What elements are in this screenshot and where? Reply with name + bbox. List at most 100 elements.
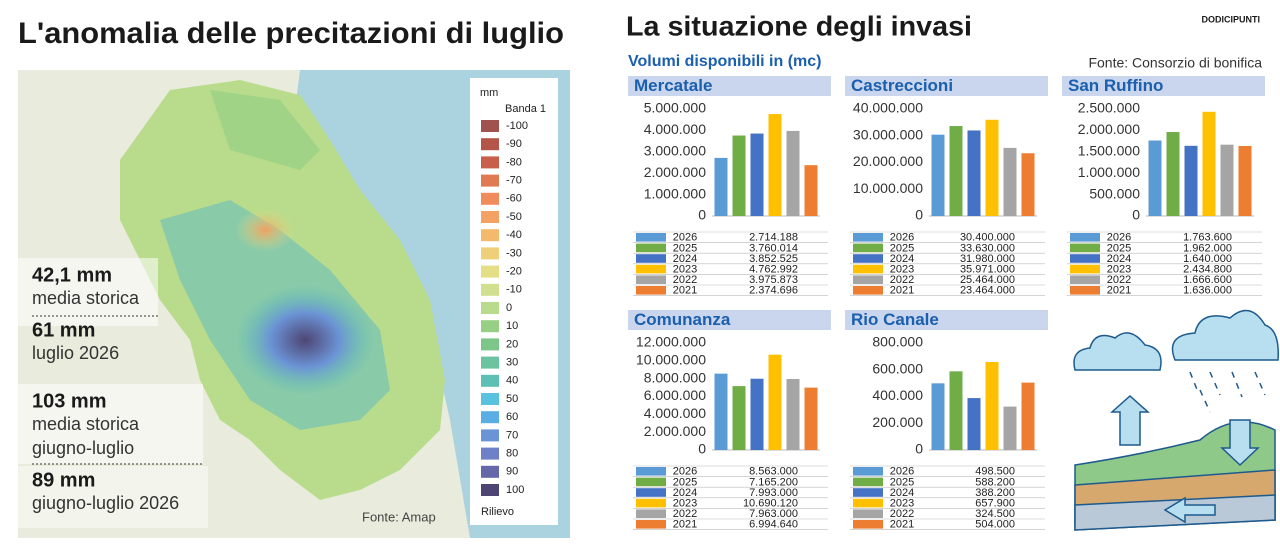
- table-value: 498.500: [975, 466, 1015, 478]
- bar: [949, 126, 963, 216]
- table-year: 2024: [1107, 253, 1131, 265]
- y-tick-label: 0: [698, 441, 706, 457]
- bar: [786, 130, 800, 216]
- y-tick-label: 4.000.000: [644, 121, 706, 137]
- legend-label: -70: [506, 175, 522, 187]
- legend-swatch: [481, 120, 499, 132]
- chart-header: [845, 310, 1048, 330]
- table-value: 2.434.800: [1183, 264, 1232, 276]
- map: [18, 70, 570, 538]
- chart-title: Castreccioni: [851, 76, 953, 95]
- legend-label: -40: [506, 229, 522, 241]
- legend-label: -10: [506, 284, 522, 296]
- legend-swatch: [481, 338, 499, 351]
- table-swatch: [853, 254, 883, 263]
- bar: [967, 398, 981, 450]
- table-year: 2023: [1107, 264, 1131, 276]
- legend-label: 40: [506, 375, 518, 387]
- y-tick-label: 12.000.000: [636, 334, 706, 350]
- table-value: 7.993.000: [749, 487, 798, 499]
- bar: [732, 386, 746, 450]
- table-value: 30.400.000: [960, 232, 1015, 244]
- legend-swatch: [481, 465, 499, 478]
- y-tick-label: 10.000.000: [853, 180, 923, 196]
- bar: [931, 134, 945, 216]
- table-year: 2022: [673, 274, 697, 286]
- table-year: 2023: [673, 264, 697, 276]
- legend-label: 70: [506, 429, 518, 441]
- table-year: 2021: [890, 285, 914, 297]
- legend-swatch: [481, 265, 499, 278]
- table-swatch: [636, 233, 666, 242]
- table-year: 2026: [1107, 232, 1131, 244]
- table-value: 7.165.200: [749, 476, 798, 488]
- stat-label: giugno-luglio: [32, 438, 134, 458]
- table-value: 388.200: [975, 487, 1015, 499]
- brand: DODICIPUNTI: [1202, 14, 1261, 24]
- subtitle: Volumi disponibili in (mc): [628, 53, 821, 70]
- y-tick-label: 1.000.000: [644, 185, 706, 201]
- table-swatch: [853, 509, 883, 518]
- table-value: 1.763.600: [1183, 232, 1232, 244]
- y-tick-label: 200.000: [872, 414, 923, 430]
- bar: [1184, 145, 1198, 216]
- legend-swatch: [481, 393, 499, 405]
- table-year: 2021: [673, 285, 697, 297]
- table-year: 2024: [673, 487, 697, 499]
- table-value: 657.900: [975, 498, 1015, 510]
- legend-band: Banda 1: [505, 103, 546, 115]
- table-swatch: [636, 520, 666, 529]
- table-swatch: [853, 275, 883, 284]
- table-swatch: [636, 286, 666, 295]
- legend-label: -60: [506, 193, 522, 205]
- chart-header: [1062, 76, 1265, 96]
- chart-title: Mercatale: [634, 76, 712, 95]
- table-year: 2024: [890, 487, 914, 499]
- table-value: 504.000: [975, 519, 1015, 531]
- chart-header: [845, 76, 1048, 96]
- table-swatch: [636, 477, 666, 487]
- table-swatch: [636, 254, 666, 263]
- bar: [1148, 140, 1162, 216]
- y-tick-label: 6.000.000: [644, 387, 706, 403]
- table-value: 588.200: [975, 476, 1015, 488]
- bar: [1238, 145, 1252, 216]
- y-tick-label: 2.000.000: [644, 164, 706, 180]
- legend-swatch: [481, 374, 499, 387]
- table-swatch: [1070, 264, 1100, 274]
- bar: [1021, 153, 1035, 216]
- bar: [1166, 132, 1180, 216]
- table-swatch: [853, 477, 883, 487]
- legend-swatch: [481, 174, 499, 187]
- legend-swatch: [481, 302, 499, 314]
- legend-label: 30: [506, 357, 518, 369]
- y-tick-label: 30.000.000: [853, 126, 923, 142]
- table-year: 2025: [673, 242, 697, 254]
- table-swatch: [636, 488, 666, 497]
- table-value: 35.971.000: [960, 264, 1015, 276]
- y-tick-label: 0: [915, 441, 923, 457]
- stats-bg: [18, 466, 208, 528]
- bar: [750, 133, 764, 216]
- table-year: 2023: [890, 498, 914, 510]
- legend-label: 90: [506, 466, 518, 478]
- charts: Mercatale 0 1.000.000 2.000.000 3.000.000 4.0…: [628, 76, 1265, 531]
- table-swatch: [1070, 254, 1100, 263]
- table-swatch: [853, 243, 883, 253]
- legend-label: 20: [506, 338, 518, 350]
- legend-label: -50: [506, 211, 522, 223]
- table-year: 2026: [673, 232, 697, 244]
- table-value: 6.994.640: [749, 519, 798, 531]
- legend-unit: mm: [480, 87, 498, 99]
- bar: [1003, 406, 1017, 450]
- legend-label: -90: [506, 138, 522, 150]
- table-swatch: [853, 264, 883, 274]
- table-year: 2026: [890, 232, 914, 244]
- bar: [786, 378, 800, 450]
- bar: [1220, 144, 1234, 216]
- bar: [768, 354, 782, 450]
- map-source: Fonte: Amap: [362, 509, 436, 524]
- y-tick-label: 800.000: [872, 334, 923, 350]
- source: Fonte: Consorzio di bonifica: [1088, 55, 1262, 71]
